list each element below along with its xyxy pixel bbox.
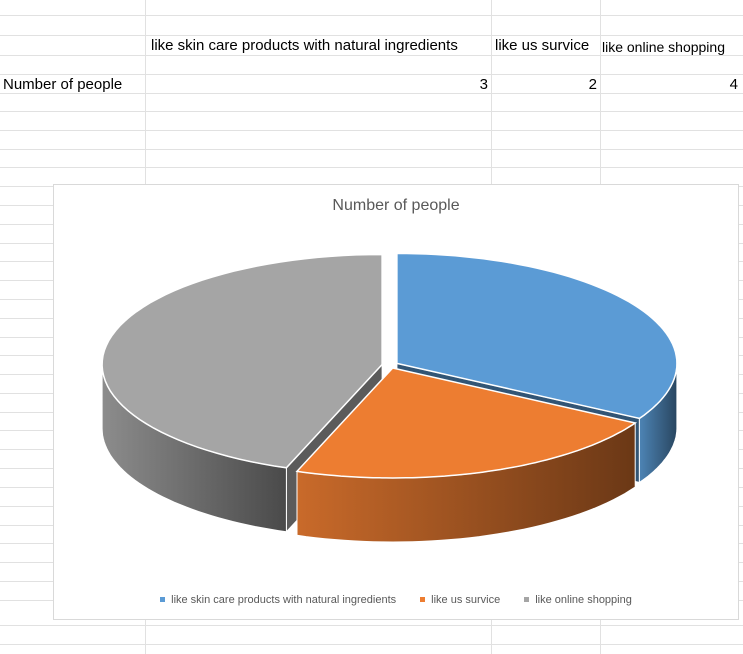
row-label-number-of-people[interactable]: Number of people <box>3 76 123 93</box>
legend-label: like online shopping <box>535 594 632 606</box>
chart-legend[interactable]: like skin care products with natural ing… <box>54 594 738 606</box>
legend-item-0[interactable]: like skin care products with natural ing… <box>160 594 396 606</box>
legend-item-1[interactable]: like us survice <box>420 594 500 606</box>
legend-swatch <box>524 596 530 602</box>
legend-label: like skin care products with natural ing… <box>171 594 397 606</box>
header-cell-us-service[interactable]: like us survice <box>495 37 590 54</box>
value-cell-natural-ingredients[interactable]: 3 <box>479 76 488 93</box>
header-cell-online-shopping[interactable]: like online shopping <box>602 39 725 55</box>
legend-label: like us survice <box>431 594 501 606</box>
pie-slice-0[interactable] <box>396 252 678 420</box>
value-cell-online-shopping[interactable]: 4 <box>729 76 738 93</box>
pie-slice-2[interactable] <box>101 253 383 469</box>
pie-top-faces <box>101 252 678 479</box>
pie-chart-3d <box>101 252 678 543</box>
chart-title[interactable]: Number of people <box>332 197 460 214</box>
legend-swatch <box>420 596 426 602</box>
header-cell-natural-ingredients[interactable]: like skin care products with natural ing… <box>151 37 458 54</box>
value-cell-us-service[interactable]: 2 <box>588 76 597 93</box>
chart-area[interactable]: Number of people like skin care products… <box>53 184 739 620</box>
legend-item-2[interactable]: like online shopping <box>524 594 632 606</box>
pie-slice-1[interactable] <box>295 367 638 479</box>
legend-swatch <box>160 596 166 602</box>
